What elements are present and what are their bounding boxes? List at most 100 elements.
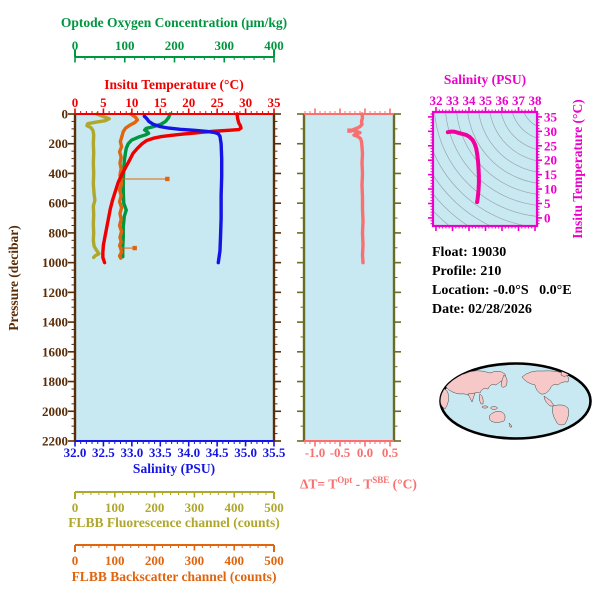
- tick-label: 35: [544, 109, 558, 124]
- tick-label: 5: [100, 95, 107, 110]
- tick-label: 300: [185, 553, 205, 568]
- world-map: [439, 362, 592, 440]
- tick-label: 300: [185, 500, 205, 515]
- tick-label: 400: [224, 500, 244, 515]
- tick-label: 200: [145, 553, 165, 568]
- tick-label: 15: [154, 95, 168, 110]
- tick-label: 35: [479, 93, 493, 108]
- map-africa: [440, 388, 449, 410]
- deltat-title-mid: - T: [352, 476, 373, 492]
- tick-label: 0: [544, 210, 551, 225]
- deltat-marker: [347, 128, 352, 133]
- tick-label: 200: [49, 136, 69, 151]
- ts-curve: [445, 129, 481, 205]
- tick-label: 32: [429, 93, 442, 108]
- float-info-block: Float: 19030 Profile: 210 Location: -0.0…: [432, 243, 572, 319]
- tick-label: 0: [72, 95, 79, 110]
- map-north-america: [521, 370, 569, 395]
- location-label: Location:: [432, 283, 490, 298]
- float-label: Float:: [432, 245, 468, 260]
- ts-temperature-axis-title: Insitu Temperature (°C): [570, 99, 585, 239]
- tick-label: 35.0: [234, 445, 257, 460]
- spike-marker: [165, 176, 170, 182]
- tick-label: 0: [72, 500, 79, 515]
- tick-label: 1200: [42, 285, 68, 300]
- profile-plot-area: [75, 114, 274, 441]
- tick-label: 34.0: [177, 445, 200, 460]
- tick-label: 400: [49, 166, 69, 181]
- tick-label: 33: [446, 93, 460, 108]
- tick-label: 33.0: [120, 445, 143, 460]
- location-value: -0.0°S 0.0°E: [493, 283, 572, 298]
- tick-label: 36: [496, 93, 510, 108]
- float-id-row: Float: 19030: [432, 243, 572, 262]
- tick-label: 32.5: [92, 445, 115, 460]
- map-se-asia: [478, 393, 484, 405]
- tick-label: 30: [544, 124, 557, 139]
- tick-label: 2200: [42, 434, 68, 449]
- oxygen-axis-title: Optode Oxygen Concentration (μm/kg): [60, 15, 288, 30]
- tick-label: 1000: [42, 255, 68, 270]
- tick-label: 500: [264, 553, 284, 568]
- tick-label: 100: [105, 553, 125, 568]
- tick-label: 300: [215, 38, 235, 53]
- backscatter-curve: [117, 112, 140, 260]
- tick-label: 35: [268, 95, 282, 110]
- tick-label: 0.5: [382, 445, 399, 460]
- tick-label: 100: [115, 38, 135, 53]
- tick-label: 37: [512, 93, 526, 108]
- date-label: Date:: [432, 302, 465, 317]
- tick-label: 30: [239, 95, 252, 110]
- tick-label: 800: [49, 225, 69, 240]
- deltat-title-sup-opt: Opt: [337, 475, 353, 485]
- tick-label: 500: [264, 500, 284, 515]
- pressure-axis-title: Pressure (decibar): [6, 225, 21, 331]
- date-row: Date: 02/28/2026: [432, 300, 572, 319]
- map-eurasia: [445, 370, 507, 398]
- profile-row: Profile: 210: [432, 262, 572, 281]
- spike-marker: [132, 245, 137, 251]
- map-japan-kamchatka: [500, 374, 508, 388]
- tick-label: 2000: [42, 404, 68, 419]
- tick-label: 600: [49, 196, 69, 211]
- tick-label: 35.5: [263, 445, 286, 460]
- location-row: Location: -0.0°S 0.0°E: [432, 281, 572, 300]
- oxygen-curve: [121, 112, 172, 259]
- tick-label: 200: [165, 38, 185, 53]
- map-indonesia: [481, 405, 489, 409]
- profile-label: Profile:: [432, 264, 477, 279]
- temperature-axis-title: Insitu Temperature (°C): [104, 77, 244, 92]
- tick-label: 25: [211, 95, 225, 110]
- ts-salinity-axis-title: Salinity (PSU): [443, 72, 527, 87]
- map-india: [467, 392, 476, 403]
- fluorescence-axis-title: FLBB Fluorescence channel (counts): [68, 515, 280, 530]
- tick-label: 400: [224, 553, 244, 568]
- tick-label: -0.5: [330, 445, 351, 460]
- deltat-plot-area: [304, 114, 394, 441]
- tick-label: -1.0: [305, 445, 326, 460]
- map-australia: [488, 411, 506, 423]
- float-value: 19030: [471, 245, 507, 260]
- salinity-curve: [142, 114, 224, 265]
- tick-label: 33.5: [149, 445, 172, 460]
- date-value: 02/28/2026: [468, 302, 532, 317]
- salinity-axis-title: Salinity (PSU): [132, 461, 216, 476]
- tick-label: 32.0: [64, 445, 87, 460]
- map-new-guinea: [490, 406, 498, 410]
- tick-label: 5: [544, 196, 551, 211]
- tick-label: 34: [462, 93, 476, 108]
- tick-label: 1600: [42, 344, 68, 359]
- tick-label: 400: [264, 38, 284, 53]
- deltat-curve: [350, 112, 365, 265]
- fluorescence-curve: [85, 112, 111, 260]
- tick-label: 0: [62, 107, 69, 122]
- deltat-title-prefix: ΔT= T: [299, 476, 338, 492]
- tick-label: 10: [544, 182, 557, 197]
- tick-label: 0: [72, 38, 79, 53]
- temperature-curve: [101, 112, 243, 265]
- tick-label: 200: [145, 500, 165, 515]
- backscatter-axis-title: FLBB Backscatter channel (counts): [71, 569, 277, 584]
- tick-label: 0.0: [357, 445, 373, 460]
